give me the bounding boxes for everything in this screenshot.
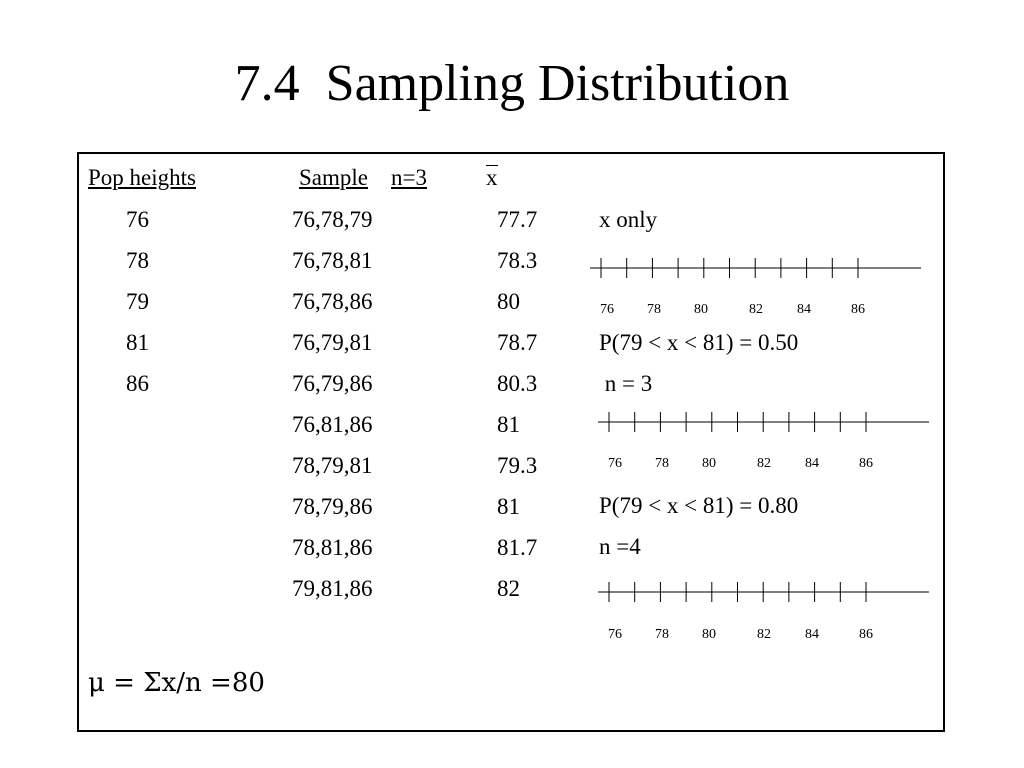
sample-values: 76,79,81 [292,330,373,355]
header-pop-heights: Pop heights [88,165,196,190]
note-n-4: n =4 [599,534,641,559]
tick-label: 76 [600,302,614,317]
header-sample: Sample [299,165,368,190]
sample-values: 79,81,86 [292,576,373,601]
header-xbar: x [486,165,498,190]
sample-values: 78,79,86 [292,494,373,519]
slide-title: 7.4 Sampling Distribution [234,55,790,112]
tick-label: 86 [851,302,865,317]
tick-label: 78 [655,456,669,471]
tick-label: 84 [805,627,819,642]
pop-height-value: 79 [126,289,149,314]
tick-label: 84 [797,302,811,317]
sample-values: 76,78,81 [292,248,373,273]
tick-label: 82 [757,456,771,471]
tick-label: 76 [608,627,622,642]
tick-label: 78 [647,302,661,317]
sample-mean: 80 [497,289,520,314]
sample-values: 78,81,86 [292,535,373,560]
sample-mean: 81 [497,412,520,437]
sample-mean: 78.3 [497,248,538,273]
pop-height-value: 81 [126,330,149,355]
sample-values: 76,78,86 [292,289,373,314]
tick-label: 78 [655,627,669,642]
sample-mean: 79.3 [497,453,538,478]
sample-values: 76,78,79 [292,207,373,232]
tick-label: 82 [757,627,771,642]
note-prob-1: P(79 < x < 81) = 0.50 [599,330,799,355]
tick-label: 80 [702,627,716,642]
pop-height-value: 78 [126,248,149,273]
content-box [77,152,945,732]
tick-label: 84 [805,456,819,471]
tick-label: 80 [694,302,708,317]
pop-height-value: 86 [126,371,149,396]
mu-formula: μ = Σx/n =80 [88,668,265,698]
tick-label: 86 [859,627,873,642]
sample-mean: 82 [497,576,520,601]
sample-mean: 80.3 [497,371,538,396]
sample-mean: 77.7 [497,207,538,232]
sample-values: 76,81,86 [292,412,373,437]
tick-label: 82 [749,302,763,317]
note-n-3: n = 3 [599,371,653,396]
note-x-only: x only [599,207,658,232]
sample-mean: 81.7 [497,535,538,560]
header-n: n=3 [391,165,427,190]
sample-values: 78,79,81 [292,453,373,478]
pop-height-value: 76 [126,207,149,232]
sample-mean: 78.7 [497,330,538,355]
sample-mean: 81 [497,494,520,519]
note-prob-2: P(79 < x < 81) = 0.80 [599,493,799,518]
tick-label: 76 [608,456,622,471]
tick-label: 86 [859,456,873,471]
sample-values: 76,79,86 [292,371,373,396]
tick-label: 80 [702,456,716,471]
